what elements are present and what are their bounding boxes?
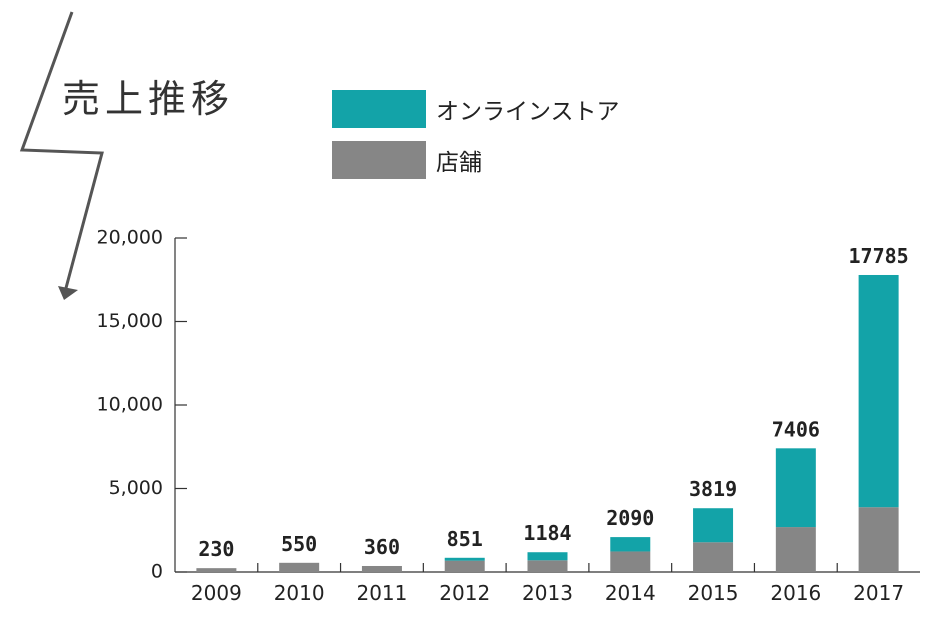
total-label-2012: 851 — [447, 527, 483, 551]
total-label-2016: 7406 — [772, 417, 820, 441]
x-tick-label-2016: 2016 — [770, 581, 821, 605]
bar-online-2015 — [693, 508, 734, 543]
legend-item-store: 店舗 — [332, 141, 482, 179]
bar-store-2015 — [693, 542, 734, 572]
bar-online-2013 — [527, 552, 568, 561]
x-tick-label-2012: 2012 — [439, 581, 490, 605]
legend-swatch-online — [332, 90, 426, 128]
total-label-2015: 3819 — [689, 477, 737, 501]
bar-store-2016 — [775, 527, 816, 572]
x-tick-label-2017: 2017 — [853, 581, 904, 605]
legend-swatch-store — [332, 141, 426, 179]
bar-store-2009 — [196, 568, 237, 572]
y-tick-label: 15,000 — [97, 310, 163, 332]
bar-store-2013 — [527, 560, 568, 572]
bar-online-2014 — [610, 537, 651, 552]
chart-title: 売上推移 — [62, 77, 235, 121]
bar-store-2011 — [361, 565, 402, 572]
bar-online-2016 — [775, 448, 816, 528]
total-label-2010: 550 — [281, 532, 317, 556]
legend-item-online: オンラインストア — [332, 90, 620, 128]
arrow-head-icon — [58, 286, 78, 300]
x-tick-label-2010: 2010 — [274, 581, 325, 605]
legend-label-store: 店舗 — [436, 150, 482, 176]
bar-store-2010 — [279, 562, 320, 572]
x-tick-label-2013: 2013 — [522, 581, 573, 605]
x-tick-label-2014: 2014 — [605, 581, 656, 605]
x-tick-label-2015: 2015 — [688, 581, 739, 605]
bar-online-2012 — [444, 557, 485, 561]
total-label-2014: 2090 — [606, 506, 654, 530]
bar-online-2017 — [858, 274, 899, 508]
bar-store-2017 — [858, 507, 899, 572]
total-label-2013: 1184 — [523, 521, 571, 545]
decorative-arrow-line — [19, 11, 104, 289]
y-tick-label: 10,000 — [97, 394, 163, 416]
total-label-2011: 360 — [364, 535, 400, 559]
bar-store-2014 — [610, 551, 651, 572]
x-tick-label-2009: 2009 — [191, 581, 242, 605]
legend-label-online: オンラインストア — [436, 99, 620, 125]
y-tick-label: 20,000 — [97, 227, 163, 249]
total-label-2017: 17785 — [849, 244, 909, 268]
y-tick-label: 0 — [151, 561, 163, 583]
labels: 0 5,000 10,000 15,000 20,000 230 2009 550 2010 36… — [97, 227, 909, 606]
y-tick-label: 5,000 — [109, 477, 163, 499]
bar-store-2012 — [444, 560, 485, 572]
total-label-2009: 230 — [198, 537, 234, 561]
x-tick-label-2011: 2011 — [356, 581, 407, 605]
bars — [196, 274, 899, 572]
